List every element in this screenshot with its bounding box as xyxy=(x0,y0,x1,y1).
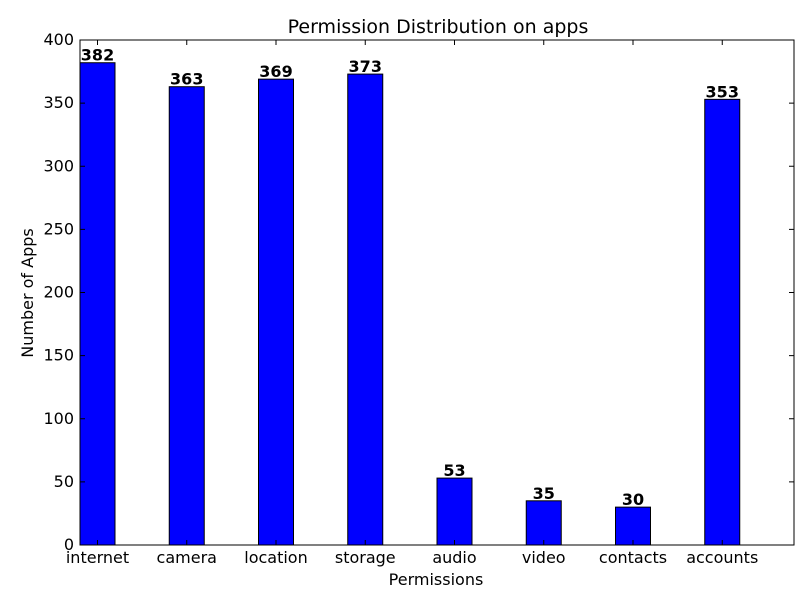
bars-layer xyxy=(79,62,741,546)
bar-video xyxy=(525,500,562,546)
x-axis-label: Permissions xyxy=(389,570,484,589)
x-tick-label-accounts: accounts xyxy=(686,548,758,567)
data-label-accounts: 353 xyxy=(706,82,739,101)
bar-internet xyxy=(79,62,116,546)
y-tick-label-350: 350 xyxy=(43,93,74,112)
x-tick-label-contacts: contacts xyxy=(599,548,667,567)
bar-accounts xyxy=(704,98,741,546)
y-axis-label: Number of Apps xyxy=(18,228,37,357)
bar-camera xyxy=(168,86,205,546)
x-tick-label-video: video xyxy=(522,548,566,567)
y-tick-label-100: 100 xyxy=(43,409,74,428)
y-tick-label-200: 200 xyxy=(43,283,74,302)
data-label-storage: 373 xyxy=(349,57,382,76)
y-tick-label-250: 250 xyxy=(43,219,74,238)
y-tick-label-400: 400 xyxy=(43,30,74,49)
bar-audio xyxy=(436,477,473,546)
bar-storage xyxy=(347,73,384,546)
x-tick-label-storage: storage xyxy=(335,548,396,567)
data-label-contacts: 30 xyxy=(622,490,644,509)
data-label-audio: 53 xyxy=(443,461,465,480)
bar-location xyxy=(258,78,294,546)
data-label-internet: 382 xyxy=(81,46,114,65)
y-ticks-layer: 0 50 100 150 200 250 300 350 400 xyxy=(43,30,794,554)
x-tick-label-internet: internet xyxy=(66,548,129,567)
data-label-video: 35 xyxy=(533,484,555,503)
data-label-location: 369 xyxy=(259,62,292,81)
chart-title: Permission Distribution on apps xyxy=(288,16,589,38)
plot-area-frame xyxy=(79,39,795,546)
y-tick-label-300: 300 xyxy=(43,156,74,175)
x-ticks-layer: internet camera location storage audio video c… xyxy=(66,40,758,567)
x-tick-label-location: location xyxy=(244,548,307,567)
data-labels-layer: 382 363 369 373 53 35 30 353 xyxy=(81,46,739,509)
y-tick-label-50: 50 xyxy=(54,472,74,491)
data-label-camera: 363 xyxy=(170,70,203,89)
y-tick-label-150: 150 xyxy=(43,346,74,365)
x-tick-label-camera: camera xyxy=(157,548,217,567)
y-tick-label-0: 0 xyxy=(64,535,74,554)
x-tick-label-audio: audio xyxy=(432,548,476,567)
bar-contacts xyxy=(615,506,651,546)
